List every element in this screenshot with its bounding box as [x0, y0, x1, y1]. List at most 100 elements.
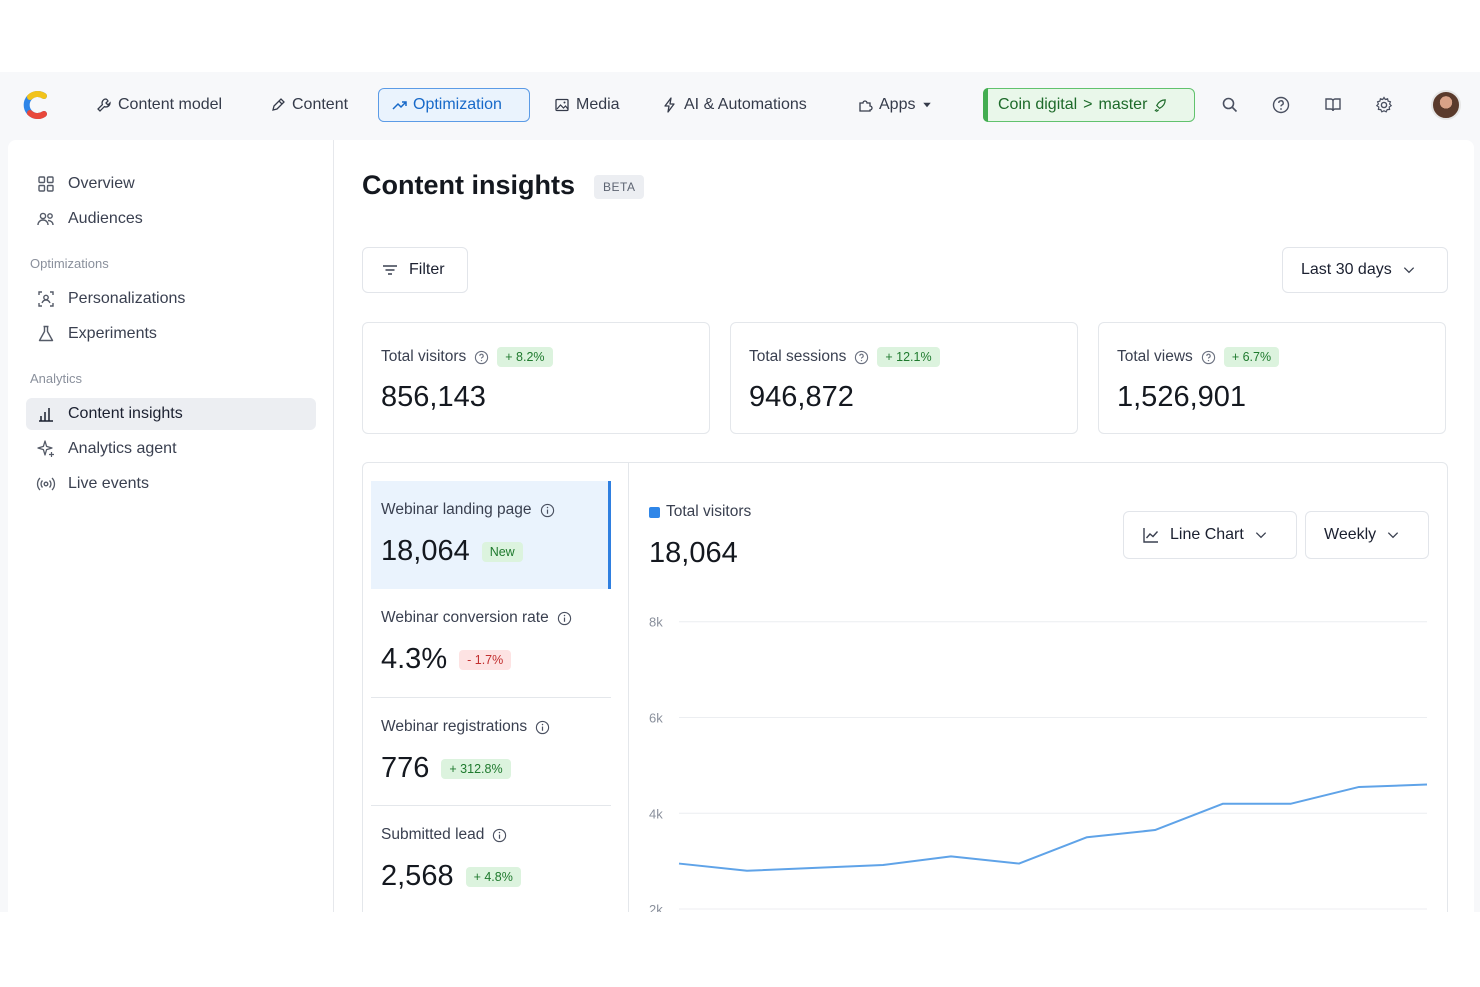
new-badge: New: [481, 541, 523, 562]
filter-button[interactable]: Filter: [362, 247, 468, 293]
chart-type-select[interactable]: Line Chart: [1123, 511, 1297, 559]
interval-label: Weekly: [1324, 526, 1377, 543]
metric-submitted-lead[interactable]: Submitted lead 2,568 + 4.8%: [371, 805, 611, 912]
image-icon: [555, 98, 569, 112]
interval-select[interactable]: Weekly: [1305, 511, 1429, 559]
chevron-down-icon: [1403, 267, 1414, 274]
line-chart: 8k 6k 4k 2k: [649, 615, 1429, 912]
caret-down-icon: [923, 102, 932, 108]
avatar[interactable]: [1431, 90, 1461, 120]
data-point: [881, 863, 885, 867]
metric-label: Webinar conversion rate: [381, 609, 549, 626]
beta-badge: BETA: [594, 175, 645, 199]
environment-switcher[interactable]: Coin digital > master: [983, 88, 1195, 122]
change-badge: + 312.8%: [441, 758, 511, 779]
flask-icon: [38, 325, 54, 342]
page-title: Content insights: [362, 170, 575, 200]
help-icon[interactable]: [854, 350, 869, 365]
top-nav: Content model Content Optimization Media…: [0, 72, 1480, 138]
section-analytics: Analytics: [30, 371, 83, 386]
nav-optimization[interactable]: Optimization: [378, 88, 530, 122]
chart-type-label: Line Chart: [1170, 526, 1244, 543]
nav-content-model[interactable]: Content model: [84, 88, 234, 122]
y-tick-label: 4k: [649, 806, 663, 821]
chevron-down-icon: [1388, 532, 1399, 539]
change-badge: - 1.7%: [459, 649, 512, 670]
y-tick-label: 6k: [649, 711, 663, 726]
info-icon[interactable]: [540, 503, 555, 518]
people-icon: [37, 212, 54, 226]
help-icon[interactable]: [1201, 350, 1216, 365]
main-content: Content insights BETA Filter Last 30 day…: [334, 140, 1474, 912]
sidebar-label: Overview: [68, 175, 135, 192]
chevron-down-icon: [1255, 532, 1266, 539]
date-range-label: Last 30 days: [1301, 261, 1392, 278]
data-point: [1221, 802, 1225, 806]
metric-webinar-conversion-rate[interactable]: Webinar conversion rate 4.3% - 1.7%: [371, 589, 611, 697]
line-chart-icon: [1143, 528, 1159, 543]
stat-label: Total views: [1117, 348, 1193, 365]
bar-chart-icon: [39, 408, 53, 422]
sidebar-item-analytics-agent[interactable]: Analytics agent: [26, 433, 316, 465]
change-badge: + 6.7%: [1223, 347, 1280, 367]
sidebar-item-personalizations[interactable]: Personalizations: [26, 283, 316, 315]
sidebar-item-content-insights[interactable]: Content insights: [26, 398, 316, 430]
sidebar: Overview Audiences Optimizations Persona…: [8, 140, 334, 912]
metric-webinar-landing-page[interactable]: Webinar landing page 18,064 New: [371, 481, 611, 589]
book-icon[interactable]: [1324, 96, 1342, 114]
metric-value: 4.3%: [381, 643, 448, 675]
sidebar-item-overview[interactable]: Overview: [26, 168, 316, 200]
sidebar-label: Personalizations: [68, 290, 186, 307]
chart-legend: Total visitors: [649, 503, 751, 521]
info-icon[interactable]: [557, 611, 572, 626]
sparkle-icon: [37, 440, 54, 457]
stat-value: 1,526,901: [1117, 381, 1247, 413]
data-point: [1425, 783, 1429, 787]
filter-label: Filter: [409, 261, 445, 278]
section-optimizations: Optimizations: [30, 256, 109, 271]
sidebar-item-audiences[interactable]: Audiences: [26, 203, 316, 235]
nav-label: Media: [576, 96, 620, 113]
stat-label: Total visitors: [381, 348, 467, 365]
metric-value: 2,568: [381, 860, 454, 892]
search-icon[interactable]: [1221, 96, 1239, 114]
date-range-select[interactable]: Last 30 days: [1282, 247, 1448, 293]
change-badge: + 4.8%: [465, 866, 521, 887]
info-icon[interactable]: [492, 828, 507, 843]
stat-card-total-visitors: Total visitors + 8.2% 856,143: [362, 322, 710, 434]
stat-value: 946,872: [749, 381, 854, 413]
rocket-icon: [1154, 98, 1167, 112]
nav-content[interactable]: Content: [258, 88, 360, 122]
change-badge: + 12.1%: [877, 347, 940, 367]
puzzle-icon: [859, 100, 873, 112]
nav-label: AI & Automations: [684, 96, 807, 113]
app-window: Content model Content Optimization Media…: [0, 72, 1480, 912]
metric-label: Webinar registrations: [381, 718, 528, 735]
metrics-list: Webinar landing page 18,064 New Webinar …: [363, 463, 629, 912]
nav-ai-automations[interactable]: AI & Automations: [650, 88, 819, 122]
data-point: [1085, 835, 1089, 839]
sidebar-item-live-events[interactable]: Live events: [26, 468, 316, 500]
wrench-icon: [97, 98, 111, 112]
gear-icon[interactable]: [1375, 96, 1393, 114]
lightning-icon: [664, 97, 675, 113]
data-point: [949, 854, 953, 858]
data-point: [1289, 802, 1293, 806]
help-icon[interactable]: [474, 350, 489, 365]
nav-label: Content model: [118, 96, 223, 113]
data-point: [813, 866, 817, 870]
metric-webinar-registrations[interactable]: Webinar registrations 776 + 312.8%: [371, 697, 611, 805]
data-point: [745, 869, 749, 873]
stat-label: Total sessions: [749, 348, 847, 365]
pen-icon: [272, 98, 285, 111]
nav-label: Optimization: [413, 96, 502, 113]
metric-label: Webinar landing page: [381, 501, 532, 518]
help-icon[interactable]: [1272, 96, 1290, 114]
app-logo[interactable]: [22, 88, 54, 122]
sidebar-item-experiments[interactable]: Experiments: [26, 318, 316, 350]
nav-apps[interactable]: Apps: [845, 88, 945, 122]
info-icon[interactable]: [535, 720, 550, 735]
chart-total: 18,064: [649, 537, 738, 569]
stat-card-total-views: Total views + 6.7% 1,526,901: [1098, 322, 1446, 434]
nav-media[interactable]: Media: [542, 88, 632, 122]
